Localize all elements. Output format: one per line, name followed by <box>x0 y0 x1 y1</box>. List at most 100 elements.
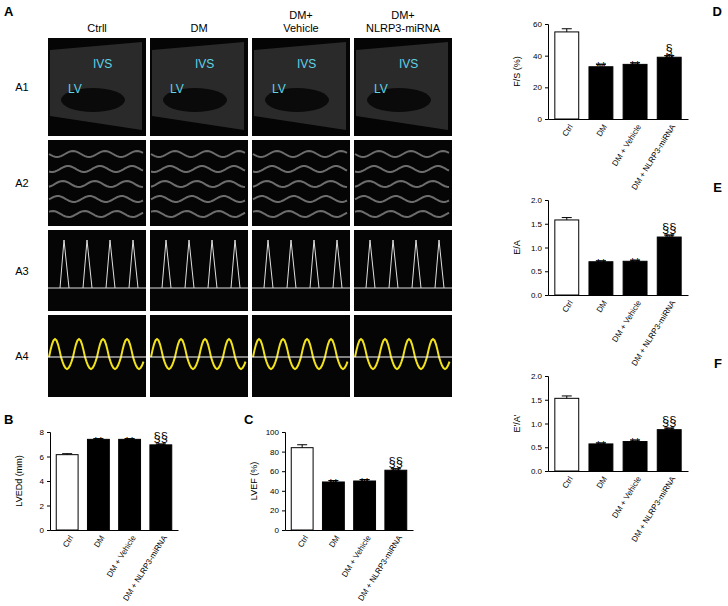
tick-label: Ctrl <box>561 123 575 139</box>
x-axis: CtrlDMDM + VehicleDM + NLRP3-miRNA <box>51 530 179 602</box>
tick-mark <box>545 200 548 201</box>
bar-chart: F0.00.51.01.52.0CtrlDMDM + VehicleDM + N… <box>512 356 722 543</box>
tick-label: DM + NLRP3-miRNA <box>630 298 678 367</box>
echo-trace <box>151 196 245 202</box>
significance-mark: ** <box>125 434 135 449</box>
tick-label: 1.5 <box>531 220 543 229</box>
tick-label: 0.0 <box>531 291 543 300</box>
echo-trace <box>264 240 273 288</box>
tick: Ctrl <box>561 471 575 490</box>
bar <box>657 57 681 119</box>
row-label: A3 <box>15 265 28 277</box>
bar <box>555 220 579 295</box>
tick: 0 <box>538 115 548 124</box>
column-heading: Vehicle <box>283 22 318 34</box>
tick: DM + Vehicle <box>610 295 643 344</box>
axis-title: LVEF (%) <box>249 462 259 500</box>
axis-line <box>549 295 689 296</box>
tick-label: 0 <box>538 115 543 124</box>
tick-mark <box>282 432 285 433</box>
tick: 60 <box>533 20 548 29</box>
significance-mark: ** <box>596 438 606 453</box>
echo-trace <box>355 181 449 187</box>
tick-label: DM + Vehicle <box>610 122 643 167</box>
structure-label: IVS <box>399 57 418 71</box>
tick: DM <box>327 530 341 549</box>
tick: DM + Vehicle <box>340 530 373 579</box>
tick-label: 60 <box>270 467 279 476</box>
column-heading: Ctrll <box>87 22 107 34</box>
tick-label: 0 <box>40 526 45 535</box>
echo-trace <box>355 166 449 172</box>
bar <box>657 237 681 295</box>
axis-title: E/A <box>512 240 522 255</box>
echo-trace <box>208 240 217 288</box>
panel-label: C <box>244 412 254 427</box>
tick-label: DM + Vehicle <box>610 474 643 519</box>
structure-label: LV <box>272 82 286 96</box>
tick: 100 <box>266 428 285 437</box>
echo-trace <box>231 240 240 288</box>
x-axis: CtrlDMDM + VehicleDM + NLRP3-miRNA <box>286 530 414 602</box>
tick-label: 1.0 <box>531 420 543 429</box>
tick: 1.5 <box>531 396 548 405</box>
echo-trace <box>253 211 347 217</box>
tick-label: DM <box>595 122 609 138</box>
tick-label: DM + Vehicle <box>340 533 373 578</box>
tick-mark <box>545 295 548 296</box>
tick: DM + NLRP3-miRNA <box>121 530 169 602</box>
significance-mark: ** <box>630 435 640 450</box>
panel-label: A <box>4 4 14 19</box>
error-cap <box>562 28 572 29</box>
axis-title: E'/A' <box>512 414 522 432</box>
tick: 1.5 <box>531 220 548 229</box>
echo-trace <box>253 196 347 202</box>
echo-trace <box>48 288 146 289</box>
significance-mark: §§ <box>662 413 676 428</box>
error-bar <box>562 396 572 398</box>
echo-trace <box>49 339 144 369</box>
structure-label: IVS <box>297 57 316 71</box>
tick-mark <box>545 447 548 448</box>
tick: 1.0 <box>531 420 548 429</box>
tick-label: DM + Vehicle <box>105 533 138 578</box>
error-cap <box>62 453 72 454</box>
structure-label: LV <box>170 82 184 96</box>
tick: DM + Vehicle <box>610 119 643 168</box>
tick-label: 2.0 <box>531 196 543 205</box>
significance-mark: § <box>666 41 673 56</box>
tick-label: Ctrl <box>61 534 75 550</box>
tick: 0.0 <box>531 467 548 476</box>
significance-mark: ** <box>630 58 640 73</box>
tick: 20 <box>270 506 285 515</box>
tick-label: 8 <box>40 428 45 437</box>
tick-label: Ctrl <box>296 534 310 550</box>
bar <box>385 470 407 530</box>
echo-trace <box>106 240 115 288</box>
echo-image <box>252 140 350 226</box>
echo-trace <box>49 196 143 202</box>
bar-chart: E0.00.51.01.52.0CtrlDMDM + VehicleDM + N… <box>512 180 722 367</box>
tick-label: 0.5 <box>531 443 543 452</box>
tick-label: 20 <box>533 83 542 92</box>
tick: 0 <box>275 526 285 535</box>
x-axis: CtrlDMDM + VehicleDM + NLRP3-miRNA <box>549 295 689 367</box>
echo-trace <box>253 151 347 157</box>
echo-trace <box>287 240 296 288</box>
bar <box>589 67 613 119</box>
plot-area <box>555 29 681 119</box>
echo-trace <box>254 42 346 130</box>
tick-label: 100 <box>266 428 280 437</box>
tick-label: 0 <box>275 526 280 535</box>
echo-image <box>354 38 452 136</box>
panel-label: D <box>713 4 722 19</box>
echo-image <box>48 230 146 311</box>
bar-chart: C020406080100CtrlDMDM + VehicleDM + NLRP… <box>244 412 414 602</box>
echo-trace <box>49 211 143 217</box>
y-axis: 0.00.51.01.52.0 <box>531 372 549 476</box>
bar-chart: B02468CtrlDMDM + VehicleDM + NLRP3-miRNA… <box>4 412 179 602</box>
tick-mark <box>545 271 548 272</box>
tick-mark <box>282 452 285 453</box>
bar <box>119 439 141 530</box>
echo-image <box>354 315 452 397</box>
